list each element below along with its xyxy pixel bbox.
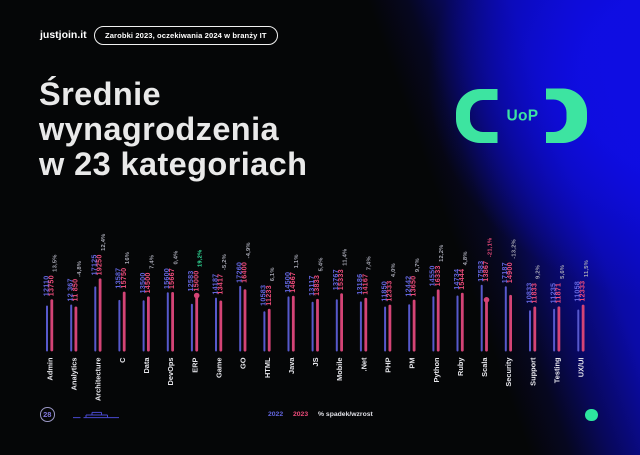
svg-text:ERP: ERP	[190, 357, 199, 372]
svg-text:11233: 11233	[264, 285, 273, 306]
svg-text:.Net: .Net	[359, 357, 368, 372]
svg-text:17187: 17187	[500, 262, 509, 283]
svg-text:10833: 10833	[524, 283, 533, 304]
svg-text:13767: 13767	[331, 269, 340, 290]
svg-text:15444: 15444	[457, 269, 466, 290]
svg-text:19250: 19250	[95, 254, 104, 275]
svg-text:11,4%: 11,4%	[343, 249, 349, 266]
svg-text:17260: 17260	[235, 262, 244, 283]
svg-text:10583: 10583	[259, 285, 268, 306]
svg-text:Security: Security	[504, 357, 513, 387]
svg-text:14167: 14167	[360, 274, 369, 295]
svg-text:13833: 13833	[312, 275, 321, 296]
svg-text:11833: 11833	[529, 283, 538, 304]
svg-text:7,4%: 7,4%	[149, 255, 155, 269]
svg-text:13750: 13750	[46, 275, 55, 296]
svg-text:11871: 11871	[554, 283, 563, 304]
svg-text:12,4%: 12,4%	[101, 233, 107, 250]
svg-text:13117: 13117	[307, 275, 316, 296]
svg-text:12442: 12442	[404, 276, 413, 297]
svg-text:15750: 15750	[119, 268, 128, 289]
svg-text:1,1%: 1,1%	[294, 254, 300, 268]
svg-text:Python: Python	[432, 357, 441, 383]
svg-text:17583: 17583	[476, 261, 485, 282]
svg-text:14667: 14667	[288, 272, 297, 293]
svg-text:Java: Java	[287, 357, 296, 374]
svg-text:9,7%: 9,7%	[415, 258, 421, 272]
svg-text:14900: 14900	[505, 262, 514, 283]
svg-text:11058: 11058	[573, 281, 582, 302]
svg-text:Architecture: Architecture	[94, 358, 103, 402]
svg-text:4,8%: 4,8%	[463, 251, 469, 265]
svg-text:11850: 11850	[379, 281, 388, 302]
svg-text:14550: 14550	[428, 265, 437, 286]
svg-text:JS: JS	[311, 357, 320, 366]
svg-text:Mobile: Mobile	[335, 358, 344, 381]
svg-text:HTML: HTML	[263, 357, 272, 378]
svg-text:PM: PM	[408, 358, 417, 369]
svg-text:14187: 14187	[210, 274, 219, 295]
svg-text:-21,1%: -21,1%	[487, 238, 493, 258]
svg-text:GO: GO	[239, 357, 248, 369]
svg-text:Scala: Scala	[480, 357, 489, 377]
svg-text:UX/UI: UX/UI	[577, 358, 586, 378]
svg-text:11,5%: 11,5%	[584, 260, 590, 277]
svg-text:-13,2%: -13,2%	[512, 239, 518, 259]
svg-text:12 367: 12 367	[66, 278, 75, 301]
svg-text:UoP: UoP	[507, 108, 539, 125]
svg-text:12333: 12333	[385, 281, 394, 302]
svg-text:19,2%: 19,2%	[198, 250, 204, 267]
svg-text:Support: Support	[528, 357, 537, 386]
svg-text:5,4%: 5,4%	[318, 257, 324, 271]
svg-text:12583: 12583	[186, 271, 195, 292]
svg-text:14500: 14500	[283, 272, 292, 293]
svg-text:12110: 12110	[41, 276, 50, 297]
svg-text:Data: Data	[142, 357, 151, 374]
svg-text:9,2%: 9,2%	[536, 265, 542, 279]
svg-text:5,6%: 5,6%	[560, 265, 566, 279]
svg-text:11235: 11235	[548, 283, 557, 304]
svg-text:13650: 13650	[409, 276, 418, 297]
svg-text:Admin: Admin	[45, 357, 54, 380]
svg-text:14734: 14734	[452, 269, 461, 290]
svg-text:16400: 16400	[240, 262, 249, 283]
svg-text:-4,9%: -4,9%	[246, 242, 252, 258]
svg-text:-4,8%: -4,8%	[77, 261, 83, 277]
svg-text:DevOps: DevOps	[166, 358, 175, 386]
svg-text:13,5%: 13,5%	[53, 254, 59, 271]
svg-text:7,4%: 7,4%	[367, 256, 373, 270]
svg-text:16333: 16333	[433, 265, 442, 286]
svg-text:Testing: Testing	[553, 357, 562, 383]
svg-text:Game: Game	[214, 358, 223, 379]
svg-text:15000: 15000	[191, 271, 200, 292]
svg-text:14500: 14500	[143, 272, 152, 293]
svg-text:15667: 15667	[167, 268, 176, 289]
svg-text:0,4%: 0,4%	[174, 250, 180, 264]
svg-text:13587: 13587	[114, 268, 123, 289]
svg-text:15333: 15333	[336, 269, 345, 290]
svg-text:13500: 13500	[138, 272, 147, 293]
svg-text:-5,2%: -5,2%	[222, 254, 228, 270]
svg-text:6,1%: 6,1%	[270, 267, 276, 281]
svg-text:C: C	[118, 357, 127, 363]
svg-text:Analytics: Analytics	[70, 358, 79, 391]
svg-text:Ruby: Ruby	[456, 357, 465, 376]
svg-text:13867: 13867	[481, 261, 490, 282]
svg-text:12333: 12333	[578, 281, 587, 302]
svg-text:13417: 13417	[215, 274, 224, 295]
svg-text:17125: 17125	[90, 254, 99, 275]
svg-text:PHP: PHP	[384, 357, 393, 372]
svg-text:4,0%: 4,0%	[391, 263, 397, 277]
svg-text:13186: 13186	[355, 274, 364, 295]
svg-text:16%: 16%	[125, 252, 131, 264]
svg-text:11 850: 11 850	[71, 279, 80, 302]
svg-text:12,2%: 12,2%	[439, 244, 445, 261]
svg-text:15600: 15600	[162, 268, 171, 289]
